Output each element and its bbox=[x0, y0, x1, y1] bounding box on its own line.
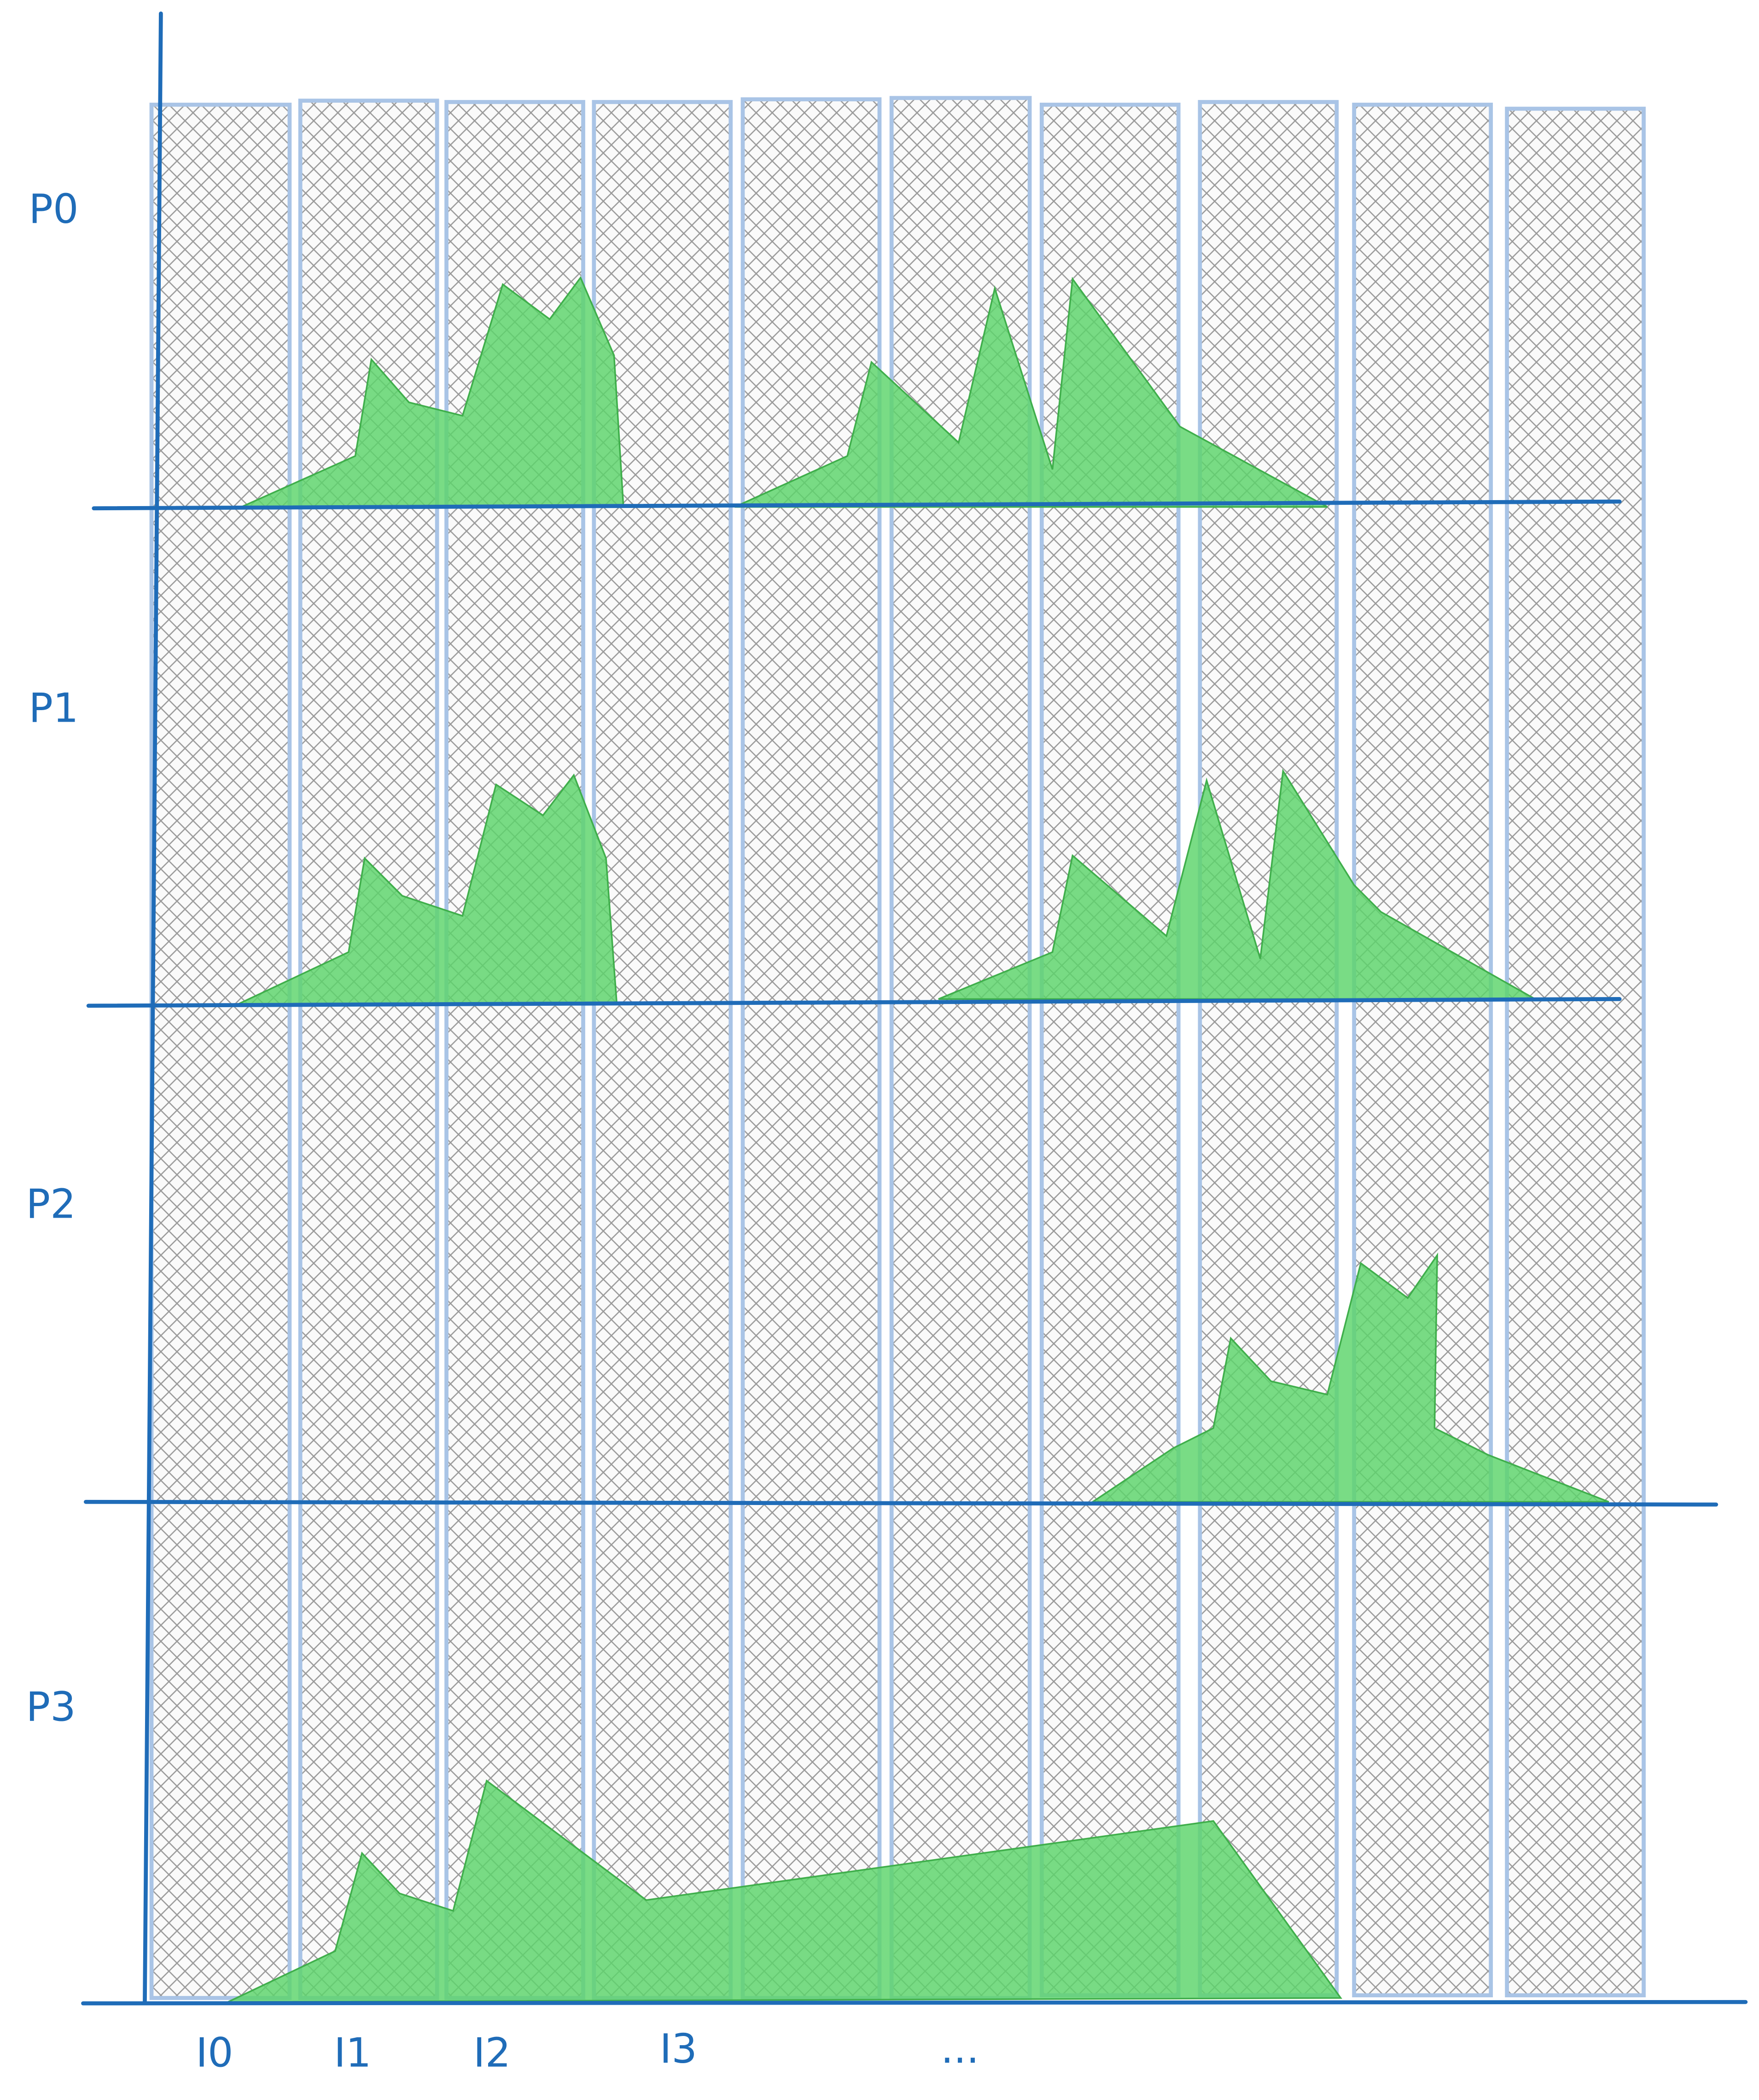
column bbox=[149, 102, 292, 2000]
area bbox=[1090, 1252, 1609, 1503]
row-label: P1 bbox=[29, 684, 78, 731]
axes bbox=[81, 11, 1748, 2006]
row-line bbox=[86, 997, 1622, 1008]
areas bbox=[227, 276, 1609, 2003]
row-label: P2 bbox=[26, 1181, 76, 1228]
area bbox=[734, 277, 1328, 508]
row-label: P3 bbox=[26, 1683, 76, 1730]
row-line bbox=[81, 2000, 1748, 2006]
column-label: I2 bbox=[473, 2030, 511, 2077]
area bbox=[227, 1779, 1342, 2003]
column bbox=[1505, 106, 1646, 1998]
area bbox=[241, 276, 624, 508]
column bbox=[1352, 102, 1493, 1998]
column-label: I0 bbox=[196, 2030, 233, 2077]
column-labels: I0 I1 I2 I3 ... bbox=[196, 2025, 979, 2077]
row-labels: P0 P1 P2 P3 bbox=[26, 186, 79, 1730]
row-line bbox=[83, 1499, 1718, 1507]
column bbox=[1198, 100, 1339, 1998]
column bbox=[740, 97, 882, 2000]
columns bbox=[149, 96, 1646, 2000]
area bbox=[234, 773, 618, 1007]
column-label: I1 bbox=[334, 2030, 371, 2077]
row-line bbox=[92, 499, 1622, 511]
row-label: P0 bbox=[29, 186, 78, 233]
column-label: I3 bbox=[660, 2025, 697, 2072]
area bbox=[938, 769, 1538, 1000]
column-label: ... bbox=[941, 2025, 979, 2072]
vertical-axis bbox=[143, 11, 163, 2004]
